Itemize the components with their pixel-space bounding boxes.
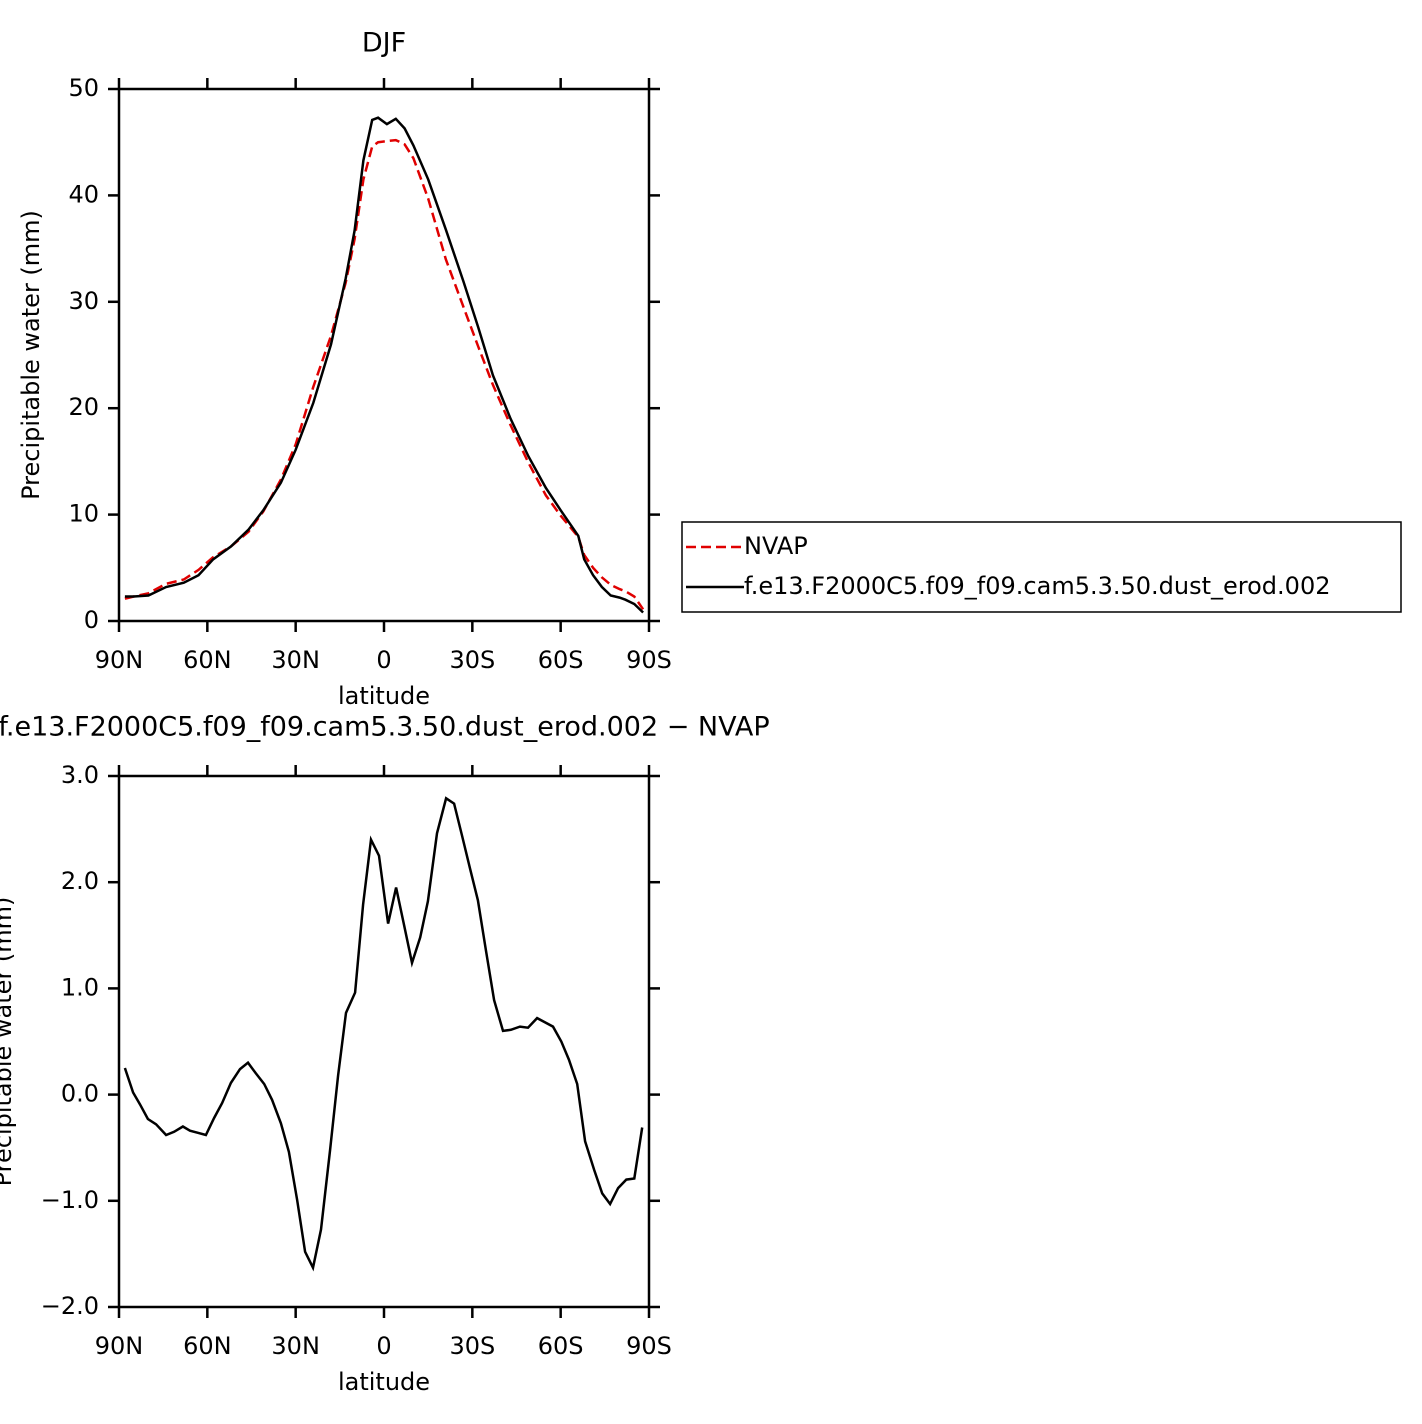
x-tick-label: 30N: [271, 1332, 320, 1360]
data-line: [123, 796, 644, 1272]
y-tick-label: 0: [84, 606, 99, 634]
legend-label: NVAP: [744, 532, 808, 560]
x-tick-label: 90S: [626, 1332, 672, 1360]
y-tick-label: 10: [68, 500, 99, 528]
y-tick-label: −2.0: [41, 1292, 99, 1320]
x-tick-label: 90N: [95, 1332, 144, 1360]
chart-title: DJF: [362, 28, 406, 59]
chart-title: f.e13.F2000C5.f09_f09.cam5.3.50.dust_ero…: [0, 712, 770, 743]
data-line: [124, 116, 644, 614]
x-tick-label: 60N: [183, 1332, 232, 1360]
x-tick-label: 0: [376, 646, 391, 674]
y-tick-label: 40: [68, 180, 99, 208]
y-tick-label: 1.0: [61, 973, 99, 1001]
y-tick-label: 30: [68, 287, 99, 315]
y-axis-label: Precipitable water (mm): [0, 897, 17, 1187]
x-tick-label: 30N: [271, 646, 320, 674]
x-tick-label: 60S: [538, 1332, 584, 1360]
y-tick-label: 2.0: [61, 867, 99, 895]
x-tick-label: 30S: [449, 646, 495, 674]
y-tick-label: 0.0: [61, 1080, 99, 1108]
legend-box: [681, 521, 1402, 613]
plot-frame: [117, 774, 651, 1309]
x-tick-label: 90N: [95, 646, 144, 674]
y-tick-label: 20: [68, 393, 99, 421]
x-axis-label: latitude: [338, 1368, 430, 1396]
x-axis-label: latitude: [338, 682, 430, 710]
x-tick-label: 90S: [626, 646, 672, 674]
x-tick-label: 0: [376, 1332, 391, 1360]
y-axis-label: Precipitable water (mm): [17, 210, 45, 500]
x-tick-label: 60S: [538, 646, 584, 674]
x-tick-label: 60N: [183, 646, 232, 674]
plot-frame: [117, 87, 651, 623]
data-line: [124, 138, 645, 611]
y-tick-label: −1.0: [41, 1186, 99, 1214]
legend-label: f.e13.F2000C5.f09_f09.cam5.3.50.dust_ero…: [744, 572, 1330, 600]
x-tick-label: 30S: [449, 1332, 495, 1360]
y-tick-label: 50: [68, 74, 99, 102]
y-tick-label: 3.0: [61, 761, 99, 789]
